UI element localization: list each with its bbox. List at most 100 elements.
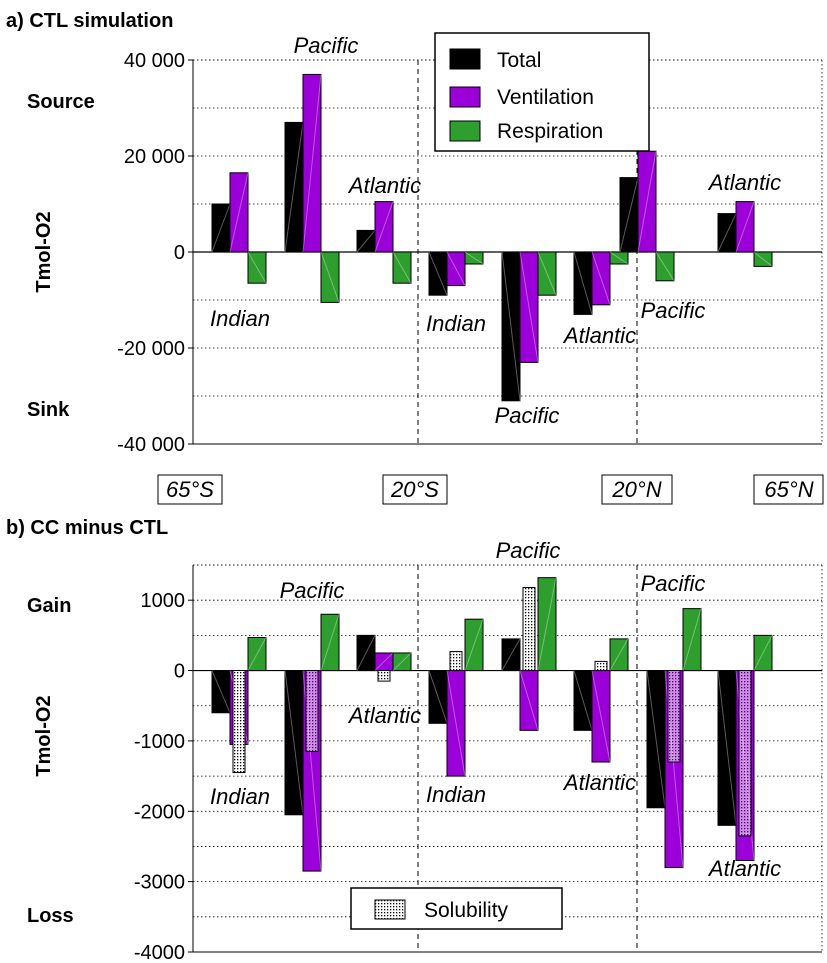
panel-b-bar-respiration: [464, 618, 484, 672]
panel-b-bar-shade: [591, 670, 611, 763]
panel-a-bar-shade: [753, 251, 773, 267]
panel-a-bar-respiration: [464, 251, 484, 265]
panel-a-bar-ventilation: [229, 172, 249, 253]
panel-a-bar-shade: [428, 251, 448, 296]
panel-b-bar-solubility: [738, 670, 752, 837]
panel-b-bar-shade: [392, 652, 412, 671]
panel-b-bar-shade: [247, 637, 267, 671]
panel-b-bar-shade: [682, 608, 702, 671]
legend-swatch-ventilation: [449, 86, 481, 108]
panel-b-bar-shade: [428, 670, 448, 724]
panel-a-bar-respiration: [392, 251, 412, 284]
panel-a-top-label: Source: [27, 91, 95, 113]
panel-a-bar-respiration: [247, 251, 267, 284]
latitude-labels: 65°S 20°S 20°N 65°N: [157, 474, 824, 505]
panel-a-bar-shade: [229, 172, 249, 253]
panel-b-basin-label: Indian: [210, 784, 270, 809]
panel-a-basin-label: Indian: [426, 311, 486, 336]
panel-b-bar-shade: [646, 670, 666, 808]
panel-a-bar-respiration: [655, 251, 675, 282]
legend-swatch-solubility: [374, 899, 406, 920]
panel-a-bar-shade: [464, 251, 484, 265]
panel-a-bar-shade: [446, 251, 466, 286]
panel-a-bar-shade: [637, 151, 657, 253]
panel-a-basin-label: Atlantic: [562, 323, 636, 348]
panel-b-bar-shade: [446, 670, 466, 777]
panel-b-basin-label: Pacific: [641, 571, 706, 596]
panel-b-basin-label: Pacific: [280, 578, 345, 603]
panel-b-bar-total: [501, 638, 521, 672]
panel-a-bar-shade: [609, 251, 629, 265]
panel-a-y-tick-label: 0: [174, 242, 185, 264]
panel-b-bar-respiration: [682, 608, 702, 672]
panel-b-bar-shade: [519, 670, 539, 731]
panel-a-bar-shade: [302, 74, 322, 253]
panel-b-bar-respiration: [247, 636, 267, 672]
panel-a-bar-respiration: [537, 251, 557, 296]
panel-a-y-tick-label: -20 000: [117, 338, 185, 360]
panel-b-bar-shade: [284, 670, 304, 815]
panel-a-bar-shade: [320, 251, 340, 303]
panel-b-bar-shade: [753, 635, 773, 671]
panel-a-bar-respiration: [320, 251, 340, 303]
panel-b-bar-shade: [374, 652, 394, 671]
panel-a-bar-shade: [501, 251, 521, 401]
panel-b-bar-shade: [717, 670, 737, 826]
panel-a-bar-shade: [519, 251, 539, 363]
panel-b-y-tick-label: -4000: [134, 942, 185, 963]
panel-a-basin-label: Atlantic: [707, 170, 781, 195]
panel-a-bar-shade: [717, 213, 737, 253]
panel-a-bar-respiration: [609, 251, 629, 265]
panel-a-bar-shade: [537, 251, 557, 296]
panel-b-basin-label: Pacific: [496, 538, 561, 563]
lat-label-20n: 20°N: [611, 477, 661, 502]
panel-b-y-axis-label: Tmol-O2: [33, 695, 55, 776]
lat-label-20s: 20°S: [390, 477, 439, 502]
panel-b-bar-solubility: [594, 660, 608, 672]
panel-b-basin-label: Atlantic: [562, 770, 636, 795]
legend-swatch-respiration: [449, 120, 481, 142]
lat-label-65s: 65°S: [166, 477, 214, 502]
panel-b-bar-solubility: [449, 651, 463, 672]
legend-label-ventilation: Ventilation: [497, 86, 594, 109]
panel-a-basin-label: Pacific: [495, 403, 560, 428]
panel-a-bar-shade: [356, 230, 376, 253]
panel-b-bar-respiration: [609, 638, 629, 672]
panel-a-y-tick-label: 20 000: [124, 146, 185, 168]
panel-b-bar-respiration: [753, 634, 773, 672]
panel-b-bar-shade: [211, 670, 231, 713]
panel-b-bar-shade: [609, 638, 629, 671]
panel-a-bar-ventilation: [302, 73, 322, 253]
panel-a-bar-respiration: [753, 251, 773, 267]
panel-b-bar-respiration: [537, 577, 557, 672]
panel-a-y-tick-label: 40 000: [124, 50, 185, 72]
panel-b-y-tick-label: 0: [174, 661, 185, 683]
panel-b-bar-shade: [573, 670, 593, 731]
panel-b-top-label: Gain: [27, 595, 71, 617]
panel-b-bar-shade: [501, 638, 521, 671]
lat-label-65n: 65°N: [764, 477, 813, 502]
panel-a-bar-shade: [735, 201, 755, 253]
panel-b-bar-solubility: [377, 670, 391, 682]
panel-b-bar-solubility: [667, 670, 681, 763]
panel-b-bar-shade: [320, 614, 340, 671]
panel-a-bar-shade: [284, 122, 304, 253]
panel-a-bar-shade: [573, 251, 593, 315]
panel-a-bar-shade: [374, 201, 394, 253]
legend-swatch-total: [449, 48, 481, 70]
panel-a-y-axis-label: Tmol-O2: [33, 211, 55, 292]
panel-a-bar-ventilation: [519, 251, 539, 363]
panel-b-basin-label: Atlantic: [707, 856, 781, 881]
panel-b-legend: Solubility: [350, 887, 563, 930]
legend-label-solubility: Solubility: [424, 899, 509, 922]
panel-a-basin-label: Indian: [210, 306, 270, 331]
panel-a-bar-shade: [619, 177, 639, 253]
panel-a-bar-shade: [247, 251, 267, 284]
panel-b-y-tick-label: 1000: [141, 590, 186, 612]
panel-b-basin-label: Atlantic: [347, 703, 421, 728]
panel-b-bar-shade: [537, 577, 557, 671]
panel-a-legend: Total Ventilation Respiration: [434, 32, 650, 152]
panel-a-bottom-label: Sink: [27, 399, 70, 421]
panel-b-bar-respiration: [320, 613, 340, 672]
